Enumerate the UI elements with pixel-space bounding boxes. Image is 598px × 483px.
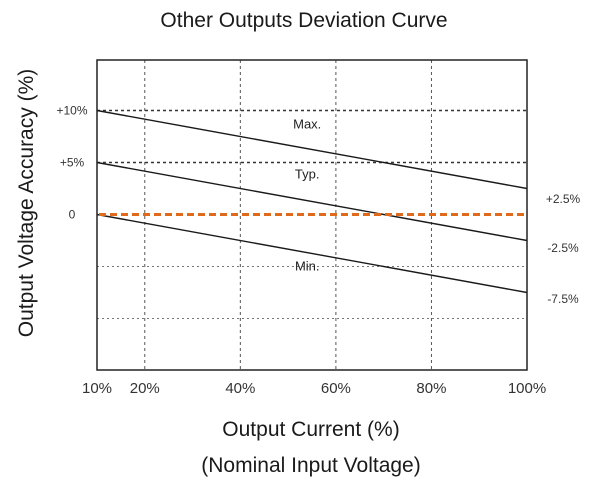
y-axis-title: Output Voltage Accuracy (%) (15, 69, 38, 337)
series-line-min (96, 213, 528, 294)
y-tick-label-left: +10% (56, 104, 87, 118)
x-tick-label: 60% (321, 380, 351, 397)
y-tick-label-right: -7.5% (547, 292, 579, 306)
tick-labels: 10% 20% 40% 60% 80% 100% +10% +5% 0 +2.5% -2.5% -7.… (56, 104, 580, 398)
grid (97, 60, 527, 370)
x-axis-title: Output Current (%) (222, 418, 399, 441)
x-tick-label: 100% (508, 380, 546, 397)
x-axis-subtitle: (Nominal Input Voltage) (201, 454, 420, 477)
y-tick-label-right: -2.5% (547, 241, 579, 255)
y-tick-label-left: 0 (69, 208, 76, 222)
x-tick-label: 80% (416, 380, 446, 397)
series-lines (96, 109, 528, 294)
chart-title: Other Outputs Deviation Curve (160, 9, 447, 32)
series-line-typ (96, 161, 528, 242)
series-label: Typ. (295, 167, 320, 182)
x-tick-label: 20% (130, 380, 160, 397)
series-label: Max. (293, 117, 321, 132)
x-tick-label: 10% (82, 380, 112, 397)
y-tick-label-left: +5% (60, 156, 85, 170)
series-line-max (96, 109, 528, 190)
plot-frame (96, 59, 528, 371)
x-tick-label: 40% (225, 380, 255, 397)
series-label: Min. (295, 259, 320, 274)
y-tick-label-right: +2.5% (546, 192, 581, 206)
series-labels: Max. Typ. Min. (293, 117, 321, 274)
